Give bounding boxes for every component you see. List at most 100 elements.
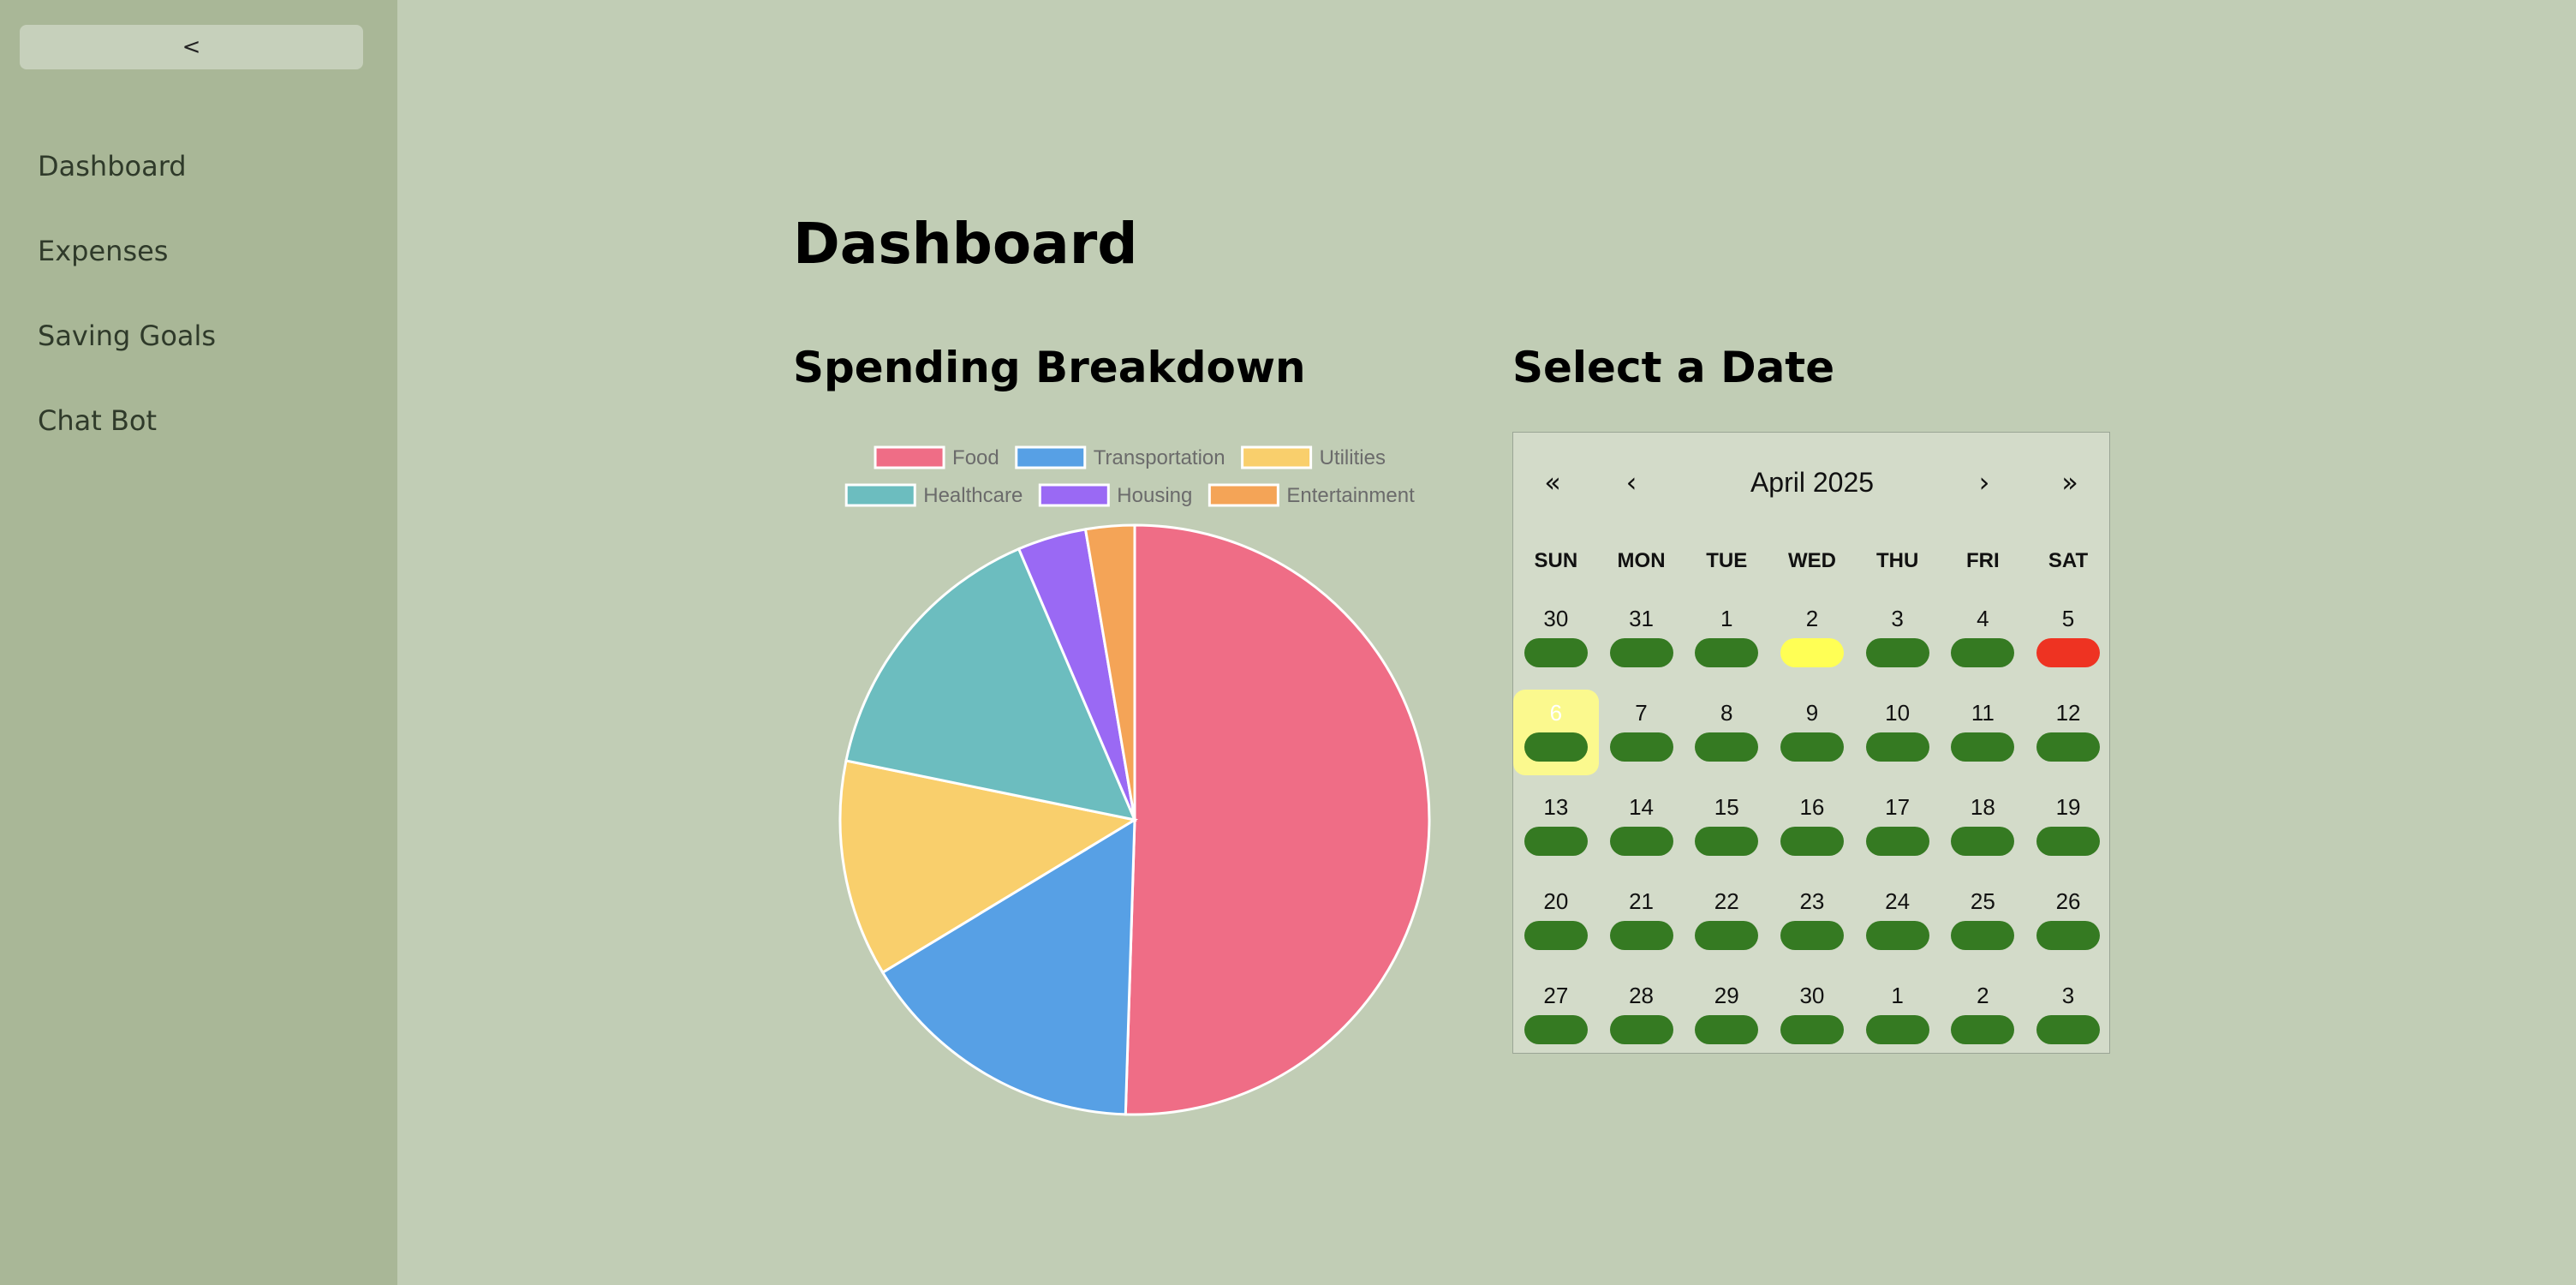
next-month-button[interactable]: › <box>1959 458 2010 506</box>
calendar-day[interactable]: 2 <box>1769 595 1855 681</box>
calendar-day[interactable]: 2 <box>1941 972 2026 1058</box>
calendar-day[interactable]: 15 <box>1684 784 1769 870</box>
calendar-month-label[interactable]: April 2025 <box>1750 467 1875 498</box>
calendar-day[interactable]: 30 <box>1769 972 1855 1058</box>
calendar-day-selected[interactable]: 6 <box>1513 690 1599 775</box>
day-status-pill <box>1951 827 2015 856</box>
prev-month-button[interactable]: ‹ <box>1606 458 1657 506</box>
day-status-pill <box>1609 732 1673 762</box>
day-number: 15 <box>1714 794 1739 820</box>
pie-slice-entertainment[interactable] <box>1083 523 1136 821</box>
day-status-pill <box>1609 638 1673 667</box>
day-status-pill <box>1865 921 1929 950</box>
day-number: 19 <box>2055 794 2081 820</box>
day-status-pill <box>1951 1015 2015 1044</box>
calendar-day[interactable]: 23 <box>1769 878 1855 964</box>
legend-item-transportation[interactable]: Transportation <box>1015 445 1225 469</box>
legend-swatch <box>874 445 945 469</box>
day-number: 2 <box>1977 983 1989 1008</box>
day-number: 2 <box>1805 606 1819 631</box>
day-status-pill <box>1780 1015 1844 1044</box>
collapse-sidebar-button[interactable]: < <box>20 25 363 69</box>
sidebar-item-expenses[interactable]: Expenses <box>38 235 169 267</box>
calendar-day[interactable]: 1 <box>1855 972 1941 1058</box>
legend-swatch <box>1208 483 1279 507</box>
day-number: 22 <box>1714 888 1739 914</box>
day-number: 12 <box>2055 700 2081 726</box>
day-status-pill <box>1865 827 1929 856</box>
calendar-day[interactable]: 10 <box>1855 690 1941 775</box>
pie-slice-utilities[interactable] <box>838 759 1139 975</box>
calendar-day[interactable]: 12 <box>2025 690 2111 775</box>
day-number: 28 <box>1629 983 1654 1008</box>
legend-label: Entertainment <box>1286 484 1415 507</box>
sidebar: < Dashboard Expenses Saving Goals Chat B… <box>0 0 397 1285</box>
calendar-day[interactable]: 26 <box>2025 878 2111 964</box>
day-status-pill <box>1865 638 1929 667</box>
day-number: 31 <box>1629 606 1654 631</box>
calendar-day[interactable]: 25 <box>1941 878 2026 964</box>
pie-slice-transportation[interactable] <box>880 817 1136 1116</box>
calendar-day[interactable]: 8 <box>1684 690 1769 775</box>
day-status-pill <box>1609 921 1673 950</box>
day-number: 6 <box>1549 700 1563 726</box>
calendar-day[interactable]: 24 <box>1855 878 1941 964</box>
day-status-pill <box>2036 732 2101 762</box>
day-status-pill <box>1695 732 1759 762</box>
day-status-pill <box>2036 921 2101 950</box>
spending-pie-chart: Food Transportation Utilities Healthcare Hou… <box>822 428 1439 1131</box>
calendar-day[interactable]: 21 <box>1599 878 1685 964</box>
calendar-day[interactable]: 1 <box>1684 595 1769 681</box>
legend-item-utilities[interactable]: Utilities <box>1241 445 1386 469</box>
sidebar-item-dashboard[interactable]: Dashboard <box>38 150 187 182</box>
calendar-day[interactable]: 20 <box>1513 878 1599 964</box>
day-number: 9 <box>1805 700 1819 726</box>
legend-item-housing[interactable]: Housing <box>1038 483 1192 507</box>
day-status-pill <box>1865 732 1929 762</box>
legend-item-food[interactable]: Food <box>874 445 999 469</box>
calendar-day[interactable]: 11 <box>1941 690 2026 775</box>
pie-slice-healthcare[interactable] <box>844 547 1137 822</box>
sidebar-item-saving-goals[interactable]: Saving Goals <box>38 320 217 352</box>
weekday-sun: SUN <box>1534 549 1578 572</box>
calendar-day[interactable]: 29 <box>1684 972 1769 1058</box>
calendar-day[interactable]: 7 <box>1599 690 1685 775</box>
day-status-pill <box>2036 638 2101 667</box>
calendar-day[interactable]: 28 <box>1599 972 1685 1058</box>
legend-item-healthcare[interactable]: Healthcare <box>844 483 1023 507</box>
next-year-button[interactable]: » <box>2044 458 2096 506</box>
calendar-day[interactable]: 30 <box>1513 595 1599 681</box>
calendar-day[interactable]: 31 <box>1599 595 1685 681</box>
calendar-day[interactable]: 3 <box>2025 972 2111 1058</box>
pie-slice-food[interactable] <box>1124 523 1431 1116</box>
calendar-day[interactable]: 4 <box>1941 595 2026 681</box>
calendar-day[interactable]: 13 <box>1513 784 1599 870</box>
day-number: 3 <box>2061 983 2075 1008</box>
sidebar-item-chat-bot[interactable]: Chat Bot <box>38 404 158 437</box>
day-status-pill <box>1951 921 2015 950</box>
select-date-title: Select a Date <box>1512 343 1835 392</box>
calendar-day[interactable]: 3 <box>1855 595 1941 681</box>
calendar-day[interactable]: 9 <box>1769 690 1855 775</box>
calendar-day[interactable]: 17 <box>1855 784 1941 870</box>
calendar-day[interactable]: 5 <box>2025 595 2111 681</box>
day-number: 5 <box>2061 606 2075 631</box>
calendar-day[interactable]: 22 <box>1684 878 1769 964</box>
calendar-day[interactable]: 16 <box>1769 784 1855 870</box>
legend-item-entertainment[interactable]: Entertainment <box>1208 483 1415 507</box>
day-number: 16 <box>1799 794 1825 820</box>
calendar-day[interactable]: 27 <box>1513 972 1599 1058</box>
calendar: « ‹ April 2025 › » SUN MON TUE WED THU FRI SAT… <box>1512 432 2110 1054</box>
day-number: 8 <box>1720 700 1733 726</box>
weekday-sat: SAT <box>2048 549 2089 572</box>
calendar-day[interactable]: 19 <box>2025 784 2111 870</box>
prev-year-button[interactable]: « <box>1527 458 1578 506</box>
day-status-pill <box>1780 732 1844 762</box>
calendar-day[interactable]: 14 <box>1599 784 1685 870</box>
day-status-pill <box>1524 1015 1588 1044</box>
day-number: 17 <box>1885 794 1911 820</box>
calendar-day[interactable]: 18 <box>1941 784 2026 870</box>
day-status-pill <box>1609 827 1673 856</box>
day-status-pill <box>1524 638 1588 667</box>
day-number: 3 <box>1891 606 1904 631</box>
